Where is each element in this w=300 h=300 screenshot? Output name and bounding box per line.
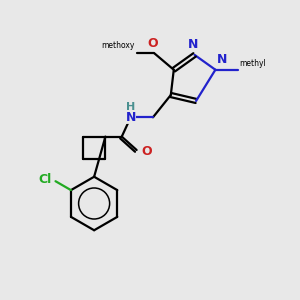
Text: N: N bbox=[125, 111, 136, 124]
Text: methoxy: methoxy bbox=[101, 41, 134, 50]
Text: O: O bbox=[141, 145, 152, 158]
Text: N: N bbox=[217, 53, 227, 66]
Text: O: O bbox=[148, 38, 158, 50]
Text: methyl: methyl bbox=[239, 59, 266, 68]
Text: Cl: Cl bbox=[39, 173, 52, 186]
Text: H: H bbox=[126, 102, 135, 112]
Text: N: N bbox=[188, 38, 198, 51]
